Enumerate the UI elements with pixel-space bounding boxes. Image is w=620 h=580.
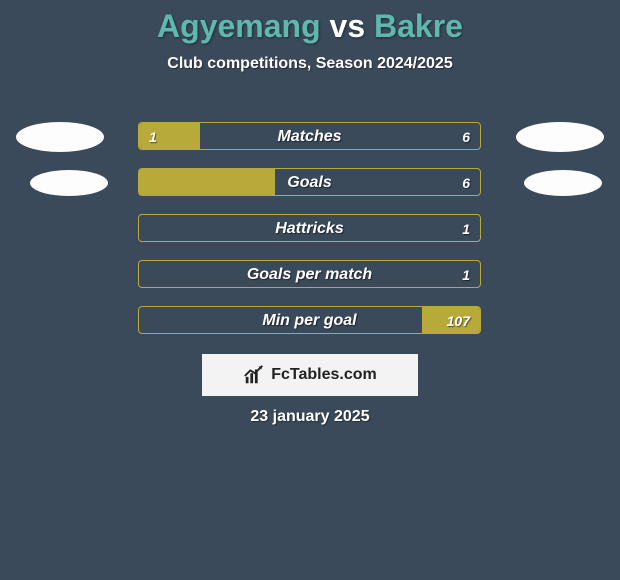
title-player1: Agyemang — [157, 8, 321, 44]
player1-marker — [30, 170, 108, 196]
stat-bar: Goals6 — [138, 168, 481, 196]
chart-row: Goals per match1 — [0, 256, 620, 302]
stat-value-right: 107 — [447, 307, 470, 334]
stat-value-left: 1 — [149, 123, 157, 150]
stat-bar: Min per goal107 — [138, 306, 481, 334]
chart-row: Goals6 — [0, 164, 620, 210]
stat-value-right: 6 — [462, 123, 470, 150]
date-label: 23 january 2025 — [0, 408, 620, 426]
player2-marker — [524, 170, 602, 196]
stat-label: Matches — [139, 123, 480, 150]
page-title: Agyemang vs Bakre — [0, 0, 620, 45]
stat-label: Goals — [139, 169, 480, 196]
stat-label: Hattricks — [139, 215, 480, 242]
stat-bar: Matches1 6 — [138, 122, 481, 150]
chart-row: Min per goal107 — [0, 302, 620, 348]
brand-text: FcTables.com — [271, 366, 377, 384]
stat-value-right: 1 — [462, 261, 470, 288]
stat-label: Goals per match — [139, 261, 480, 288]
player1-marker — [16, 122, 104, 152]
title-player2: Bakre — [374, 8, 463, 44]
comparison-chart: Matches16Goals6Hattricks1Goals per match… — [0, 118, 620, 348]
stat-value-right: 1 — [462, 215, 470, 242]
stat-bar: Hattricks1 — [138, 214, 481, 242]
stat-bar: Goals per match1 — [138, 260, 481, 288]
stat-label: Min per goal — [139, 307, 480, 334]
player2-marker — [516, 122, 604, 152]
title-vs: vs — [330, 8, 366, 44]
chart-icon — [243, 364, 265, 386]
chart-row: Hattricks1 — [0, 210, 620, 256]
chart-row: Matches1 6 — [0, 118, 620, 164]
stat-value-right: 6 — [462, 169, 470, 196]
subtitle: Club competitions, Season 2024/2025 — [0, 55, 620, 73]
brand-box: FcTables.com — [202, 354, 418, 396]
